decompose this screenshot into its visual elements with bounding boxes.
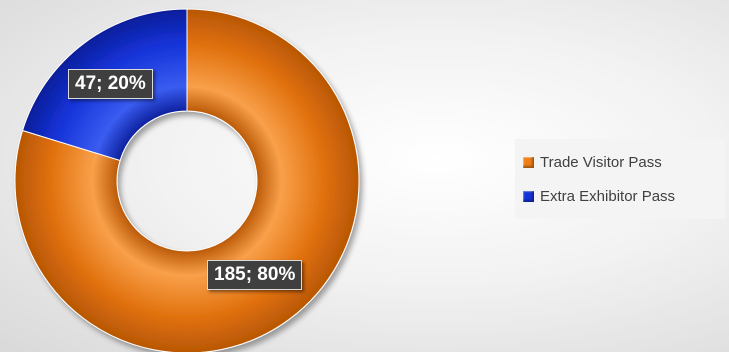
data-label-extra-exhibitor-pass: 47; 20% xyxy=(68,69,153,99)
legend-label: Extra Exhibitor Pass xyxy=(540,187,676,205)
legend-item-trade-visitor-pass[interactable]: Trade Visitor Pass xyxy=(523,145,717,179)
legend-swatch-trade-visitor-pass xyxy=(523,156,534,168)
legend: Trade Visitor Pass Extra Exhibitor Pass xyxy=(515,139,725,219)
data-label-trade-visitor-pass: 185; 80% xyxy=(207,260,303,290)
legend-swatch-extra-exhibitor-pass xyxy=(523,190,534,202)
legend-item-extra-exhibitor-pass[interactable]: Extra Exhibitor Pass xyxy=(523,179,717,213)
donut-slices xyxy=(14,8,360,352)
legend-label: Trade Visitor Pass xyxy=(540,153,662,171)
